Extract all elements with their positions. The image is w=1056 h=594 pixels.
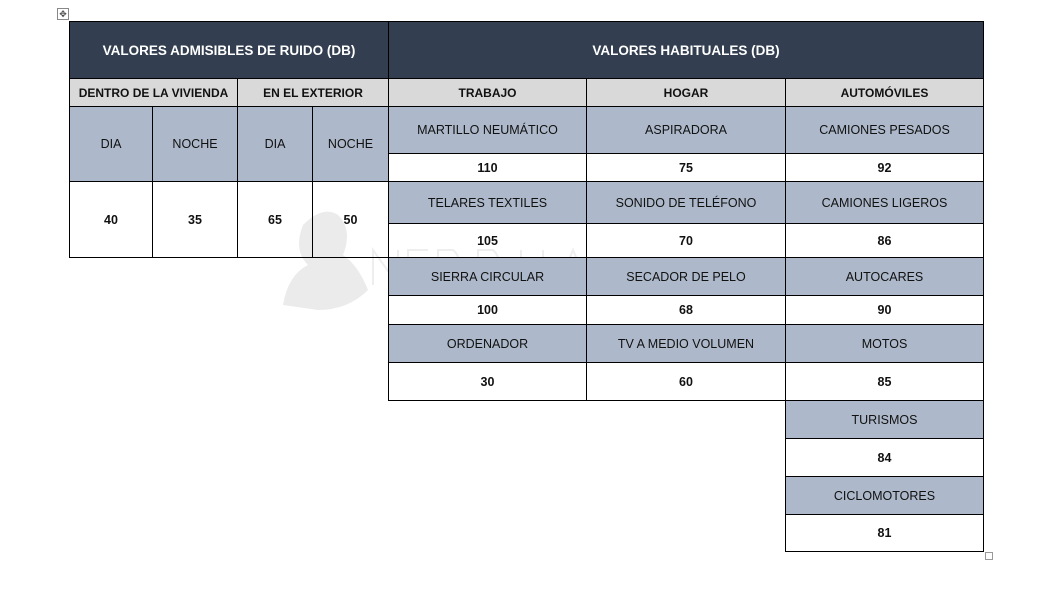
noise-source-name: SIERRA CIRCULAR <box>388 257 587 296</box>
noise-source-name: CICLOMOTORES <box>785 476 984 515</box>
noise-source-name: SONIDO DE TELÉFONO <box>586 181 786 224</box>
column-header: DIA <box>69 106 153 182</box>
noise-value: 60 <box>586 362 786 401</box>
category-header: TRABAJO <box>388 78 587 107</box>
noise-value: 105 <box>388 223 587 258</box>
column-header: NOCHE <box>152 106 238 182</box>
value-cell: 50 <box>312 181 389 258</box>
noise-source-name: TELARES TEXTILES <box>388 181 587 224</box>
noise-source-name: AUTOCARES <box>785 257 984 296</box>
table-move-handle-icon[interactable]: ✥ <box>57 8 69 20</box>
value-cell: 65 <box>237 181 313 258</box>
category-header: AUTOMÓVILES <box>785 78 984 107</box>
table-resize-handle[interactable] <box>985 552 993 560</box>
category-header: HOGAR <box>586 78 786 107</box>
noise-source-name: ORDENADOR <box>388 324 587 363</box>
noise-value: 110 <box>388 153 587 182</box>
noise-value: 70 <box>586 223 786 258</box>
noise-value: 81 <box>785 514 984 552</box>
noise-source-name: CAMIONES PESADOS <box>785 106 984 154</box>
noise-value: 85 <box>785 362 984 401</box>
noise-source-name: TV A MEDIO VOLUMEN <box>586 324 786 363</box>
noise-value: 75 <box>586 153 786 182</box>
noise-source-name: TURISMOS <box>785 400 984 439</box>
group-header: DENTRO DE LA VIVIENDA <box>69 78 238 107</box>
group-header: EN EL EXTERIOR <box>237 78 389 107</box>
noise-source-name: SECADOR DE PELO <box>586 257 786 296</box>
left-table-title: VALORES ADMISIBLES DE RUIDO (DB) <box>69 21 389 79</box>
noise-value: 30 <box>388 362 587 401</box>
noise-value: 68 <box>586 295 786 325</box>
noise-source-name: MARTILLO NEUMÁTICO <box>388 106 587 154</box>
value-cell: 35 <box>152 181 238 258</box>
noise-value: 92 <box>785 153 984 182</box>
noise-value: 86 <box>785 223 984 258</box>
noise-source-name: MOTOS <box>785 324 984 363</box>
noise-value: 90 <box>785 295 984 325</box>
noise-source-name: CAMIONES LIGEROS <box>785 181 984 224</box>
column-header: DIA <box>237 106 313 182</box>
noise-value: 84 <box>785 438 984 477</box>
value-cell: 40 <box>69 181 153 258</box>
noise-source-name: ASPIRADORA <box>586 106 786 154</box>
noise-value: 100 <box>388 295 587 325</box>
column-header: NOCHE <box>312 106 389 182</box>
right-table-title: VALORES HABITUALES (DB) <box>388 21 984 79</box>
